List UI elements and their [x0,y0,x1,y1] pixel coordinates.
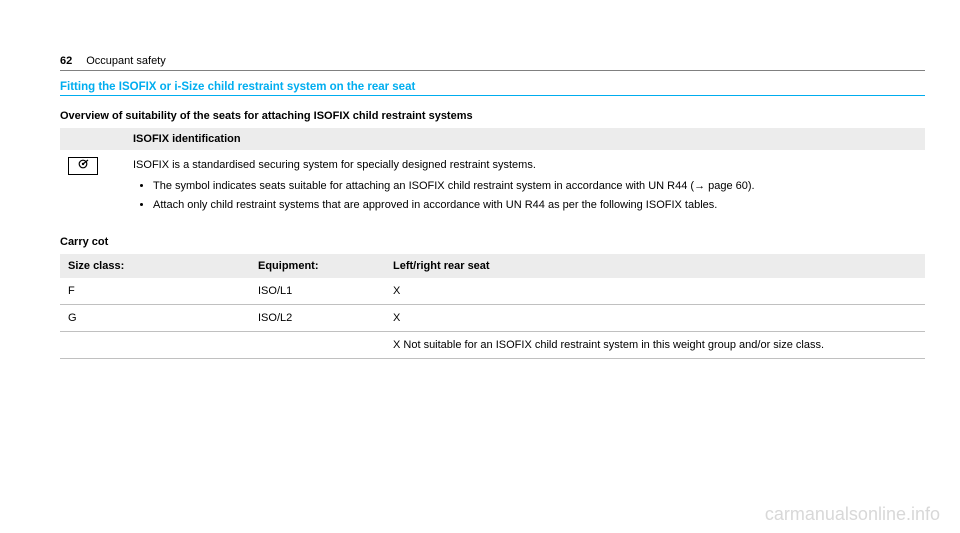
overview-heading: Overview of suitability of the seats for… [60,110,925,122]
cell-seat: X [385,305,925,332]
section-rule [60,95,925,96]
cell-seat: X [385,278,925,305]
table-row: F ISO/L1 X [60,278,925,305]
id-bullet-1: The symbol indicates seats suitable for … [153,178,917,195]
isofix-symbol-icon [68,157,98,175]
table-note-row: X Not suitable for an ISOFIX child restr… [60,332,925,359]
page-section-label: Occupant safety [86,55,166,67]
id-bullet-1-pre: The symbol indicates seats suitable for … [153,180,694,192]
id-table-icon-cell [60,150,125,220]
cell-size: F [60,278,250,305]
page-header: 62 Occupant safety [60,55,925,67]
carry-cot-table: Size class: Equipment: Left/right rear s… [60,254,925,359]
watermark: carmanualsonline.info [765,504,940,525]
id-table-content-cell: ISOFIX is a standardised securing system… [125,150,925,220]
cell-equipment: ISO/L1 [250,278,385,305]
table-header-row: Size class: Equipment: Left/right rear s… [60,254,925,278]
cell-equipment: ISO/L2 [250,305,385,332]
note-text: X Not suitable for an ISOFIX child restr… [385,332,925,359]
col-equipment-header: Equipment: [250,254,385,278]
id-bullet-2: Attach only child restraint systems that… [153,197,917,214]
col-seat-header: Left/right rear seat [385,254,925,278]
section-title: Fitting the ISOFIX or i-Size child restr… [60,81,925,93]
table-row: G ISO/L2 X [60,305,925,332]
note-blank-1 [60,332,250,359]
cell-size: G [60,305,250,332]
id-table-header-blank [60,128,125,150]
id-table-header: ISOFIX identification [125,128,925,150]
id-bullet-1-post: page 60). [705,180,755,192]
page-number: 62 [60,55,72,67]
header-rule [60,70,925,71]
id-intro-text: ISOFIX is a standardised securing system… [133,157,917,174]
col-size-header: Size class: [60,254,250,278]
isofix-identification-table: ISOFIX identification ISOFIX is a standa… [60,128,925,220]
carry-cot-heading: Carry cot [60,236,925,248]
note-blank-2 [250,332,385,359]
arrow-icon: → [694,180,705,192]
id-bullet-list: The symbol indicates seats suitable for … [133,178,917,214]
